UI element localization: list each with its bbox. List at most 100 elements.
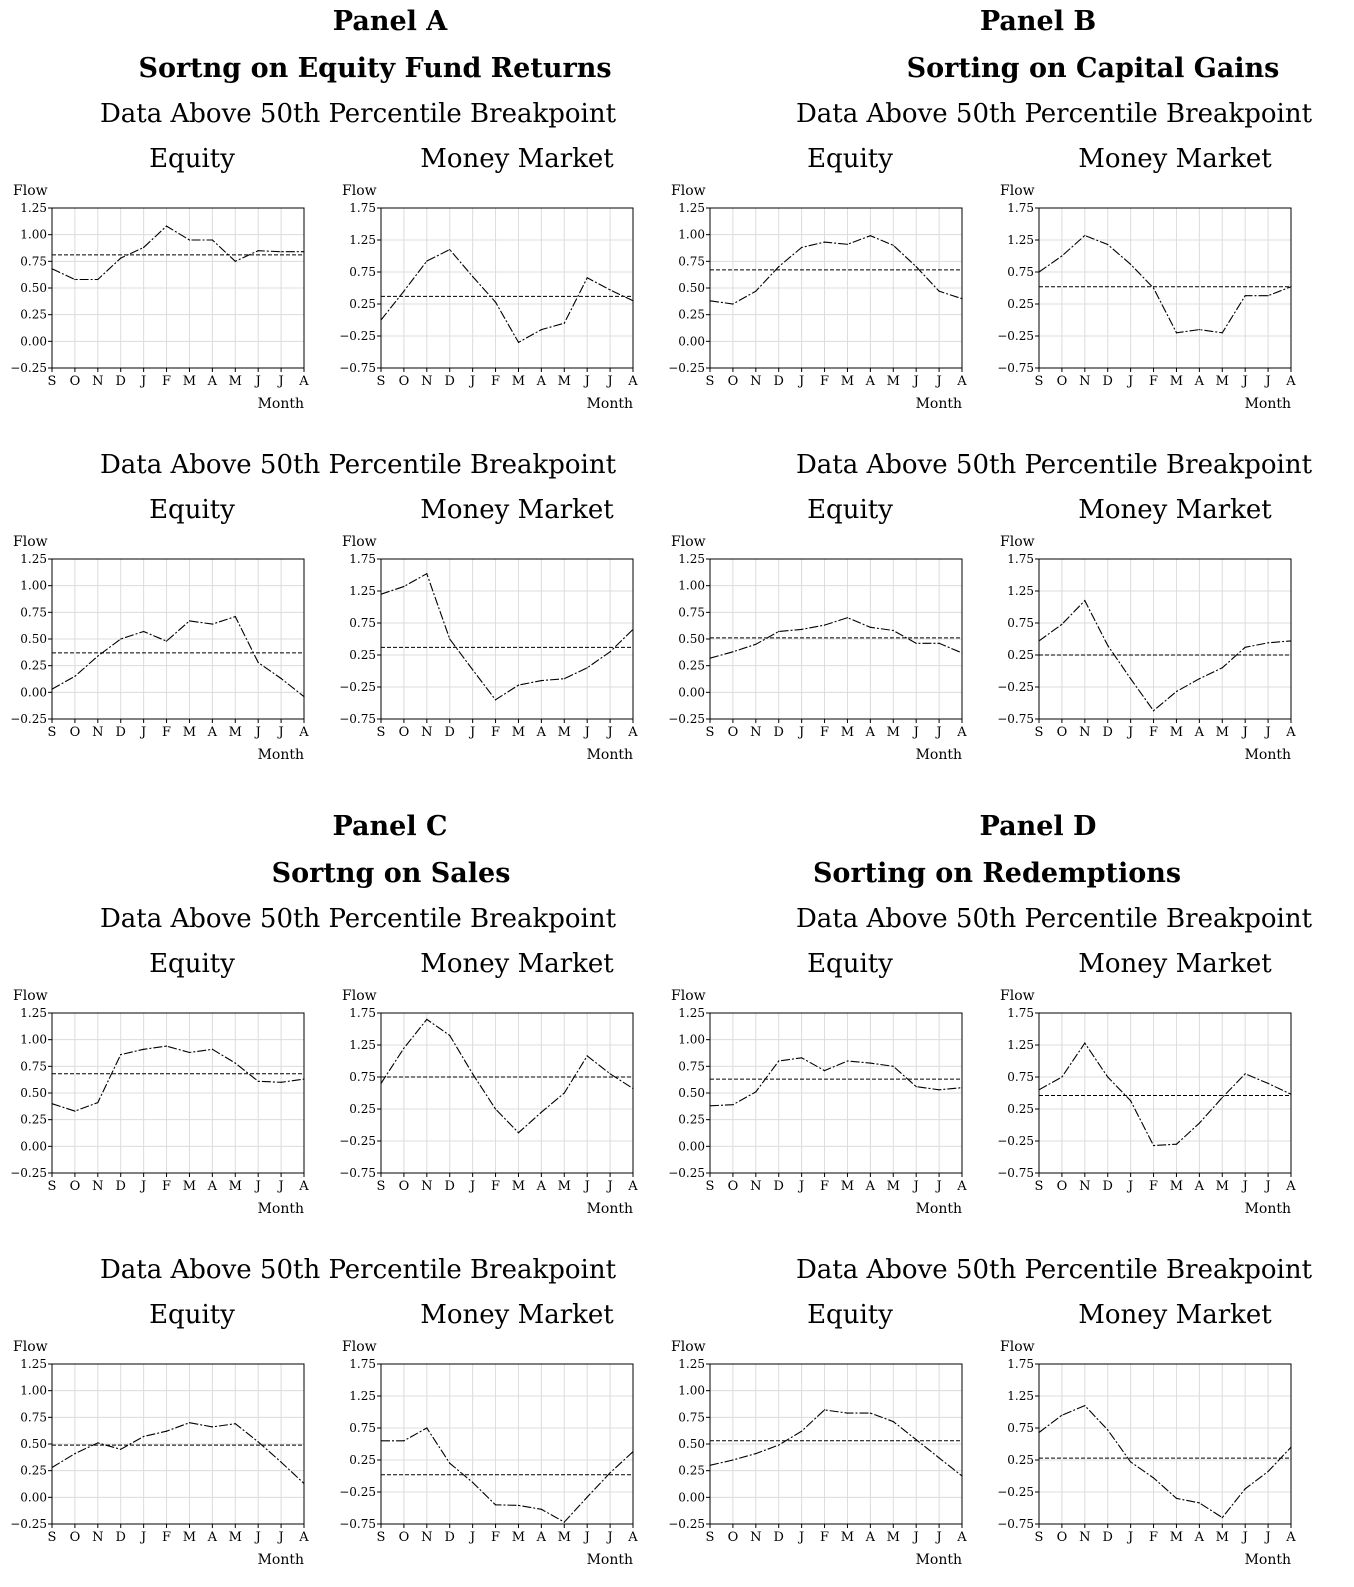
data-point [1084, 1405, 1086, 1407]
panel-subtitle: Sortng on Equity Fund Returns [138, 53, 611, 84]
plot-frame [1038, 1363, 1292, 1525]
y-axis-label: Flow [1000, 183, 1035, 199]
x-tick-label: A [536, 1530, 547, 1545]
data-point [188, 620, 191, 622]
x-tick-label: A [536, 374, 547, 389]
data-point [1038, 640, 1040, 642]
x-tick-label: J [1263, 1179, 1270, 1194]
series-line [1038, 1042, 1292, 1147]
data-point [120, 1448, 122, 1450]
chart-title-money-market: Money Market [420, 949, 614, 979]
y-tick-label: −0.75 [339, 361, 376, 375]
y-tick-label: 1.00 [20, 579, 47, 593]
y-tick-label: −0.25 [668, 712, 705, 726]
series-line [380, 248, 634, 344]
y-tick-label: −0.75 [997, 712, 1034, 726]
data-point [165, 640, 168, 642]
x-tick-label: D [445, 1179, 455, 1194]
y-tick-label: 0.50 [20, 1086, 47, 1100]
chart-title-equity: Equity [149, 1300, 235, 1330]
x-tick-label: J [583, 374, 590, 389]
x-tick-label: J [1126, 725, 1133, 740]
data-point [801, 628, 803, 631]
x-tick-label: A [298, 1530, 309, 1545]
x-tick-label: D [116, 725, 126, 740]
x-tick-label: D [1103, 1530, 1113, 1545]
data-point [188, 239, 191, 241]
x-tick-label: A [865, 374, 876, 389]
data-point [1244, 646, 1246, 648]
data-point [165, 1430, 168, 1432]
x-tick-label: M [229, 1530, 242, 1545]
series-line [1038, 599, 1292, 712]
y-tick-label: 0.25 [20, 1464, 47, 1478]
y-tick-label: 0.75 [349, 1421, 376, 1435]
y-tick-label: 0.25 [20, 308, 47, 322]
line-chart: Equity Flow −0.25 0.00 0.25 0.50 0.75 1.00 1.25 S… [668, 495, 967, 763]
series-line [380, 1018, 634, 1134]
x-tick-label: D [445, 725, 455, 740]
y-tick-label: 1.00 [20, 1033, 47, 1047]
series-line [1038, 1404, 1292, 1519]
y-tick-label: 0.75 [349, 616, 376, 630]
x-tick-label: D [774, 1179, 784, 1194]
data-point [869, 235, 872, 237]
x-tick-label: A [956, 374, 967, 389]
data-point [801, 1057, 803, 1059]
data-point [74, 1453, 76, 1455]
x-tick-label: J [1241, 1530, 1248, 1545]
data-point [709, 1464, 711, 1466]
y-tick-label: 0.25 [1007, 1453, 1034, 1467]
x-tick-label: A [1285, 374, 1296, 389]
data-point [938, 1089, 940, 1091]
x-tick-label: F [162, 374, 171, 389]
x-tick-label: J [912, 374, 919, 389]
x-tick-label: J [1241, 725, 1248, 740]
x-tick-label: N [92, 1179, 103, 1194]
x-tick-label: O [70, 725, 81, 740]
data-point [892, 244, 894, 246]
x-tick-label: F [1149, 725, 1158, 740]
data-point [257, 661, 259, 664]
x-tick-label: A [207, 1530, 218, 1545]
x-tick-label: M [1170, 1530, 1183, 1545]
data-point [517, 341, 520, 343]
plot-frame [1038, 1012, 1292, 1174]
y-tick-label: 1.75 [1007, 1357, 1034, 1371]
data-point [1244, 295, 1246, 297]
x-tick-label: J [583, 725, 590, 740]
data-point [449, 249, 451, 251]
x-axis-label: Month [587, 1552, 633, 1568]
x-tick-label: M [229, 374, 242, 389]
data-point [234, 260, 236, 262]
data-point [517, 684, 520, 686]
data-point [755, 1453, 757, 1455]
data-point [938, 1457, 940, 1459]
x-tick-label: J [1126, 374, 1133, 389]
data-point [1130, 678, 1132, 680]
data-point [165, 225, 168, 227]
x-tick-label: D [445, 374, 455, 389]
x-tick-label: J [797, 725, 804, 740]
data-point [846, 1060, 849, 1062]
x-axis-label: Month [1245, 1552, 1291, 1568]
data-point [1198, 678, 1200, 680]
y-axis-label: Flow [342, 183, 377, 199]
data-point [778, 1060, 780, 1062]
data-point [823, 1409, 826, 1411]
chart-title-money-market: Money Market [1078, 1300, 1272, 1330]
data-point [1107, 1076, 1109, 1078]
data-point [961, 1475, 963, 1477]
y-tick-label: 0.75 [20, 1059, 47, 1073]
x-tick-label: J [605, 1179, 612, 1194]
x-tick-label: M [841, 1530, 854, 1545]
y-tick-label: 0.00 [20, 334, 47, 348]
y-tick-label: 0.50 [20, 281, 47, 295]
data-point [961, 652, 963, 654]
y-tick-label: 1.75 [1007, 1006, 1034, 1020]
y-tick-label: −0.25 [997, 680, 1034, 694]
data-point [494, 699, 497, 701]
y-tick-label: 1.00 [20, 228, 47, 242]
data-point [1290, 286, 1292, 288]
data-point [403, 585, 405, 588]
